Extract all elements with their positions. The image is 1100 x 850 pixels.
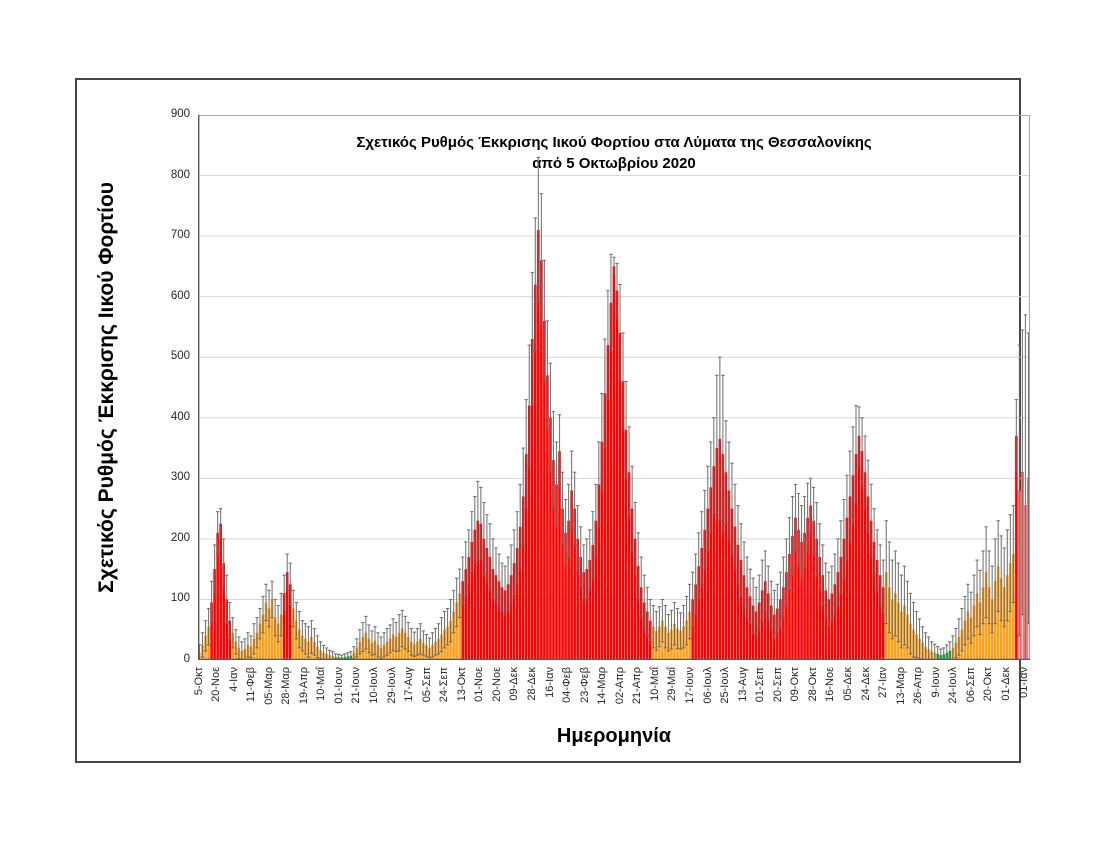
x-tick-label: 09-Δεκ xyxy=(508,667,521,701)
x-tick-label: 10-Μαΐ xyxy=(648,667,661,701)
x-tick-label: 13-Μαρ xyxy=(894,667,907,705)
x-tick-label: 20-Σεπ xyxy=(771,667,784,703)
x-tick-label: 20-Οκτ xyxy=(982,667,995,702)
y-tick-label: 900 xyxy=(170,108,190,120)
x-tick-label: 29-Ιουλ xyxy=(385,667,398,704)
x-tick-label: 01-Νοε xyxy=(473,667,486,702)
x-tick-label: 05-Μαρ xyxy=(262,667,275,705)
x-tick-label: 21-Ιουν xyxy=(350,667,363,704)
x-tick-label: 01-Ιουν xyxy=(332,667,345,704)
y-tick-label: 700 xyxy=(170,229,190,242)
chart-title-line1: Σχετικός Ρυθμός Έκκρισης Ιικού Φορτίου σ… xyxy=(356,134,872,151)
x-tick-label: 20-Νοε xyxy=(490,667,503,702)
x-tick-label: 05-Σεπ xyxy=(420,667,433,703)
x-tick-label: 06-Σεπ xyxy=(964,667,977,703)
x-tick-label: 04-Φεβ xyxy=(561,667,574,703)
y-axis-title: Σχετικός Ρυθμός Έκκρισης Ιικού Φορτίου xyxy=(95,182,118,593)
x-tick-label: 19-Απρ xyxy=(297,667,310,705)
x-tick-label: 28-Δεκ xyxy=(526,667,538,701)
chart-title: Σχετικός Ρυθμός Έκκρισης Ιικού Φορτίου σ… xyxy=(198,132,1030,174)
x-tick-label: 11-Φεβ xyxy=(245,667,258,703)
x-tick-label: 10-Ιουλ xyxy=(368,667,381,704)
x-tick-label: 06-Ιουλ xyxy=(701,667,714,704)
x-tick-label: 16-Ιαν xyxy=(543,667,556,698)
x-tick-label: 16-Νοε xyxy=(824,667,837,702)
x-tick-label: 24-Σεπ xyxy=(438,667,451,703)
y-tick-label: 800 xyxy=(170,168,190,181)
y-tick-label: 200 xyxy=(170,531,190,544)
x-tick-label: 09-Οκτ xyxy=(789,667,802,702)
y-tick-label: 0 xyxy=(183,653,190,665)
x-tick-label: 20-Νοε xyxy=(210,667,223,702)
x-tick-label: 27-Ιαν xyxy=(877,667,890,698)
x-tick-label: 28-Μαρ xyxy=(280,667,293,705)
y-tick-label: 100 xyxy=(170,592,190,605)
x-tick-label: 28-Οκτ xyxy=(806,667,819,702)
chart-figure: Σχετικός Ρυθμός Έκκρισης Ιικού Φορτίου σ… xyxy=(75,78,1031,763)
x-tick-label: 23-Φεβ xyxy=(578,667,591,703)
x-tick-label: 01-Σεπ xyxy=(754,667,767,703)
x-tick-label: 14-Μαρ xyxy=(596,667,609,705)
x-tick-label: 9-Ιουν xyxy=(929,667,942,698)
x-tick-label: 05-Δεκ xyxy=(841,667,854,701)
x-tick-label: 24-Δεκ xyxy=(859,667,872,701)
x-tick-label: 02-Απρ xyxy=(613,667,626,705)
x-tick-label: 25-Ιουλ xyxy=(719,667,732,704)
x-tick-label: 17-Αυγ xyxy=(403,667,416,702)
x-tick-label: 13-Αυγ xyxy=(736,667,749,702)
x-tick-label: 01-Ιαν xyxy=(1017,667,1030,698)
x-tick-label: 10-Μαΐ xyxy=(315,667,328,701)
x-tick-label: 21-Απρ xyxy=(631,667,644,705)
y-tick-label: 300 xyxy=(170,471,190,484)
y-tick-label: 600 xyxy=(170,289,190,302)
x-tick-label: 5-Οκτ xyxy=(192,667,205,696)
chart-title-line2: από 5 Οκτωβρίου 2020 xyxy=(532,155,696,172)
x-tick-label: 4-Ιαν xyxy=(227,667,240,692)
x-tick-label: 17-Ιουν xyxy=(683,667,696,704)
x-tick-label: 26-Απρ xyxy=(912,667,925,705)
y-tick-label: 400 xyxy=(170,410,190,423)
x-tick-label: 13-Οκτ xyxy=(455,667,468,702)
x-axis-title: Ημερομηνία xyxy=(556,725,672,747)
plot-area xyxy=(197,115,1031,661)
y-tick-label: 500 xyxy=(170,350,190,363)
x-tick-label: 24-Ιουλ xyxy=(947,667,960,704)
x-tick-label: 01-Δεκ xyxy=(999,667,1012,701)
x-tick-label: 29-Μαΐ xyxy=(666,667,679,701)
bar-chart-svg xyxy=(197,115,1031,661)
